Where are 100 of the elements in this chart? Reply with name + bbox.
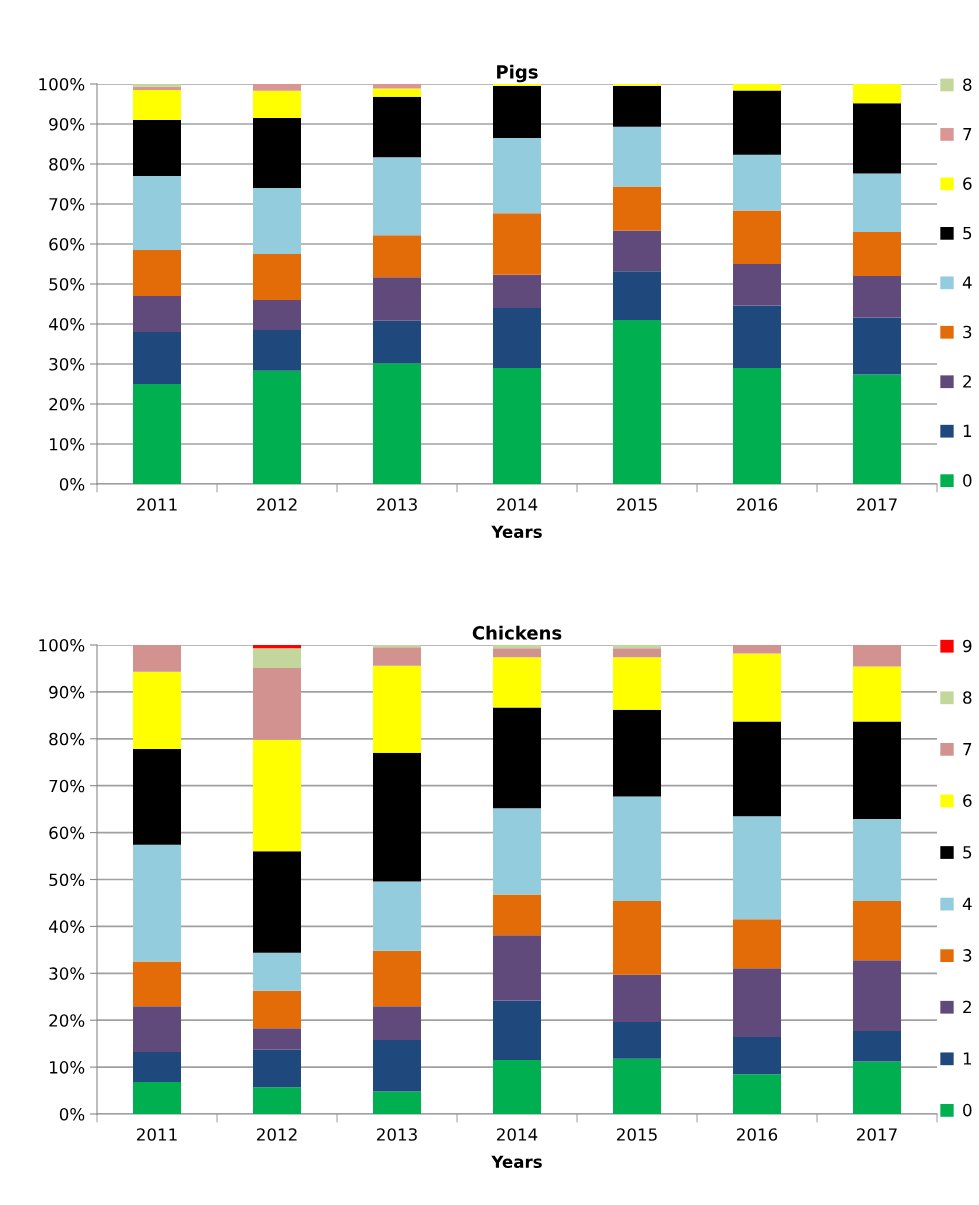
bar bbox=[853, 276, 901, 318]
x-tick-label: 2011 bbox=[137, 1128, 177, 1141]
legend-label: 2 bbox=[963, 375, 971, 388]
bar bbox=[373, 157, 421, 236]
bar bbox=[733, 84, 781, 91]
bar bbox=[493, 648, 541, 658]
bar bbox=[613, 796, 661, 902]
bar bbox=[733, 305, 781, 368]
bar bbox=[733, 210, 781, 264]
bar bbox=[853, 103, 901, 174]
bar bbox=[253, 90, 301, 118]
legend-label: 8 bbox=[963, 691, 972, 704]
bar bbox=[853, 173, 901, 232]
y-tick-label: 30% bbox=[49, 357, 85, 371]
legend-label: 7 bbox=[963, 128, 972, 141]
bar bbox=[373, 950, 421, 1007]
legend-label: 9 bbox=[963, 639, 972, 653]
bar bbox=[493, 213, 541, 275]
legend-label: 3 bbox=[963, 949, 972, 962]
x-tick-label: 2015 bbox=[617, 498, 657, 511]
bar bbox=[373, 84, 421, 89]
bar bbox=[493, 274, 541, 308]
bar bbox=[853, 374, 901, 484]
bar bbox=[733, 90, 781, 155]
bar bbox=[613, 186, 661, 231]
bar bbox=[493, 1000, 541, 1061]
y-tick-label: 0% bbox=[59, 1107, 85, 1121]
bar bbox=[613, 901, 661, 975]
x-tick-label: 2012 bbox=[257, 1128, 297, 1141]
bar bbox=[853, 666, 901, 722]
legend-label: 1 bbox=[963, 424, 972, 437]
bar bbox=[253, 1087, 301, 1114]
bar bbox=[253, 990, 301, 1029]
bar bbox=[373, 752, 421, 882]
bar bbox=[613, 657, 661, 710]
bar bbox=[253, 330, 301, 371]
y-tick-label: 10% bbox=[49, 1061, 85, 1074]
y-tick-label: 30% bbox=[49, 967, 85, 980]
y-tick-label: 40% bbox=[48, 317, 85, 331]
bar bbox=[493, 308, 541, 368]
bar bbox=[733, 1037, 781, 1075]
chart-title: Pigs bbox=[497, 64, 538, 83]
bar bbox=[253, 118, 301, 188]
x-tick-label: 2016 bbox=[737, 498, 778, 511]
legend-label: 5 bbox=[963, 846, 972, 859]
bar bbox=[133, 645, 181, 672]
bar bbox=[493, 138, 541, 214]
bar bbox=[733, 645, 781, 654]
bar bbox=[733, 919, 781, 969]
bar bbox=[253, 1049, 301, 1088]
bar bbox=[133, 296, 181, 332]
bar bbox=[853, 1030, 901, 1062]
bar bbox=[493, 935, 541, 1001]
bar bbox=[253, 645, 301, 649]
y-tick-label: 60% bbox=[49, 237, 85, 251]
bar bbox=[253, 667, 301, 740]
legend-label: 7 bbox=[963, 743, 972, 756]
legend-label: 6 bbox=[963, 177, 972, 190]
chart-title: Chickens bbox=[472, 625, 562, 640]
bar bbox=[253, 84, 301, 91]
bar bbox=[133, 1052, 181, 1083]
y-tick-label: 50% bbox=[49, 873, 85, 887]
bar bbox=[733, 653, 781, 722]
bar bbox=[373, 881, 421, 951]
bar bbox=[733, 816, 781, 920]
x-axis-title: Years bbox=[491, 1155, 542, 1169]
bar bbox=[733, 1074, 781, 1114]
bar bbox=[853, 84, 901, 104]
bar bbox=[613, 86, 661, 127]
bar bbox=[613, 271, 661, 320]
y-tick-label: 70% bbox=[49, 779, 85, 793]
x-axis-title: Years bbox=[491, 525, 542, 539]
bar bbox=[133, 1006, 181, 1053]
y-tick-label: 80% bbox=[49, 732, 85, 746]
y-tick-label: 100% bbox=[39, 638, 85, 652]
legend-label: 4 bbox=[962, 897, 972, 910]
bar bbox=[853, 721, 901, 819]
legend-label: 2 bbox=[963, 1000, 971, 1014]
bar bbox=[853, 901, 901, 961]
bar bbox=[133, 749, 181, 845]
bar bbox=[493, 657, 541, 708]
bar bbox=[493, 1060, 541, 1114]
bar bbox=[133, 844, 181, 962]
bar bbox=[733, 264, 781, 306]
bar bbox=[373, 1091, 421, 1114]
bar bbox=[493, 86, 541, 138]
y-tick-label: 80% bbox=[49, 157, 85, 171]
bar bbox=[853, 232, 901, 276]
y-tick-label: 10% bbox=[49, 437, 85, 451]
legend-label: 0 bbox=[963, 1103, 972, 1117]
bar bbox=[133, 250, 181, 296]
bar bbox=[373, 88, 421, 97]
y-tick-label: 90% bbox=[49, 117, 85, 131]
x-tick-label: 2016 bbox=[737, 1128, 778, 1141]
x-tick-label: 2014 bbox=[497, 1128, 538, 1141]
bar bbox=[493, 645, 541, 649]
x-tick-label: 2012 bbox=[257, 498, 297, 511]
bar bbox=[493, 368, 541, 484]
bar bbox=[373, 1006, 421, 1040]
bar bbox=[373, 665, 421, 753]
